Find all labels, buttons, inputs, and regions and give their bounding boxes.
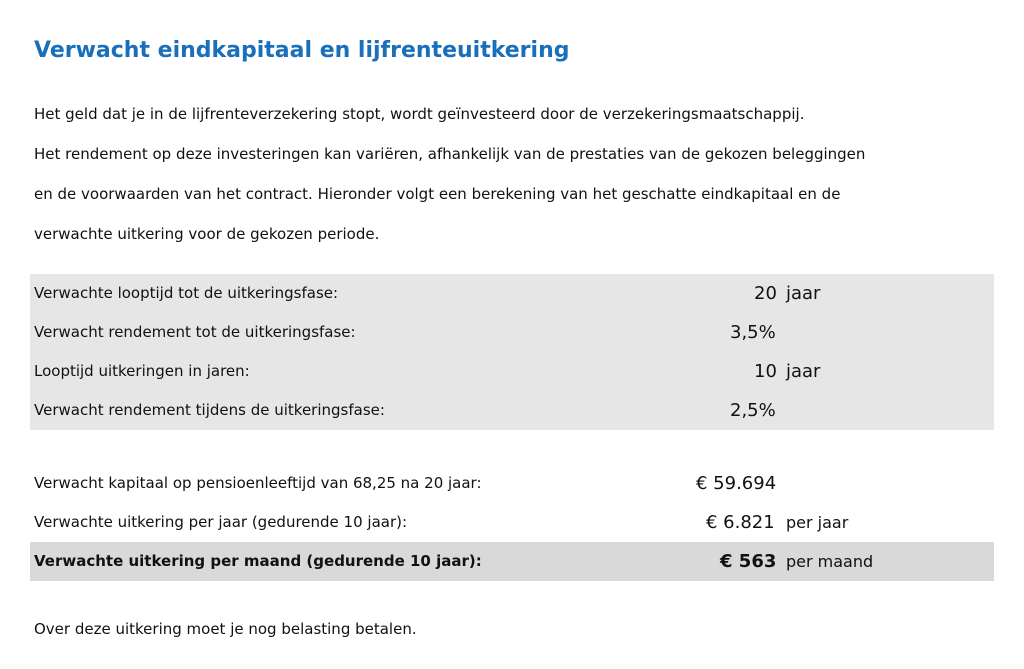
inputs: Verwachte looptijd tot de uitkeringsfase… (30, 274, 994, 430)
value: € 563 (720, 551, 777, 572)
value: 3,5% (730, 322, 776, 343)
value: € 59.694 (696, 473, 777, 494)
unit: per maand (786, 552, 874, 571)
value: 20 (754, 283, 777, 304)
value: € 6.821 (706, 512, 775, 533)
unit: per jaar (786, 513, 849, 532)
intro-line: Het geld dat je in de lijfrenteverzekeri… (34, 105, 805, 123)
input-row: Verwacht rendement tot de uitkeringsfase… (30, 313, 994, 352)
input-row: Verwacht rendement tijdens de uitkerings… (30, 391, 994, 430)
value: 10 (754, 361, 777, 382)
input-row: Looptijd uitkeringen in jaren: 10 jaar (30, 352, 994, 391)
result-row: Verwacht kapitaal op pensioenleeftijd va… (30, 464, 994, 503)
intro: Het geld dat je in de lijfrenteverzekeri… (34, 94, 865, 254)
intro-line: verwachte uitkering voor de gekozen peri… (34, 225, 380, 243)
results: Verwacht kapitaal op pensioenleeftijd va… (30, 464, 994, 581)
result-row: Verwachte uitkering per maand (gedurende… (30, 542, 994, 581)
label: Verwachte uitkering per maand (gedurende… (34, 552, 482, 570)
label: Verwacht rendement tot de uitkeringsfase… (34, 323, 356, 341)
result-row: Verwachte uitkering per jaar (gedurende … (30, 503, 994, 542)
title: Verwacht eindkapitaal en lijfrenteuitker… (34, 38, 570, 63)
intro-line: Het rendement op deze investeringen kan … (34, 145, 866, 163)
label: Verwachte looptijd tot de uitkeringsfase… (34, 284, 339, 302)
footer: Over deze uitkering moet je nog belastin… (34, 620, 417, 638)
input-row: Verwachte looptijd tot de uitkeringsfase… (30, 274, 994, 313)
unit: jaar (786, 361, 821, 382)
label: Looptijd uitkeringen in jaren: (34, 362, 250, 380)
label: Verwacht kapitaal op pensioenleeftijd va… (34, 474, 482, 492)
label: Verwacht rendement tijdens de uitkerings… (34, 401, 385, 419)
value: 2,5% (730, 400, 776, 421)
label: Verwachte uitkering per jaar (gedurende … (34, 513, 408, 531)
intro-line: en de voorwaarden van het contract. Hier… (34, 185, 841, 203)
unit: jaar (786, 283, 821, 304)
